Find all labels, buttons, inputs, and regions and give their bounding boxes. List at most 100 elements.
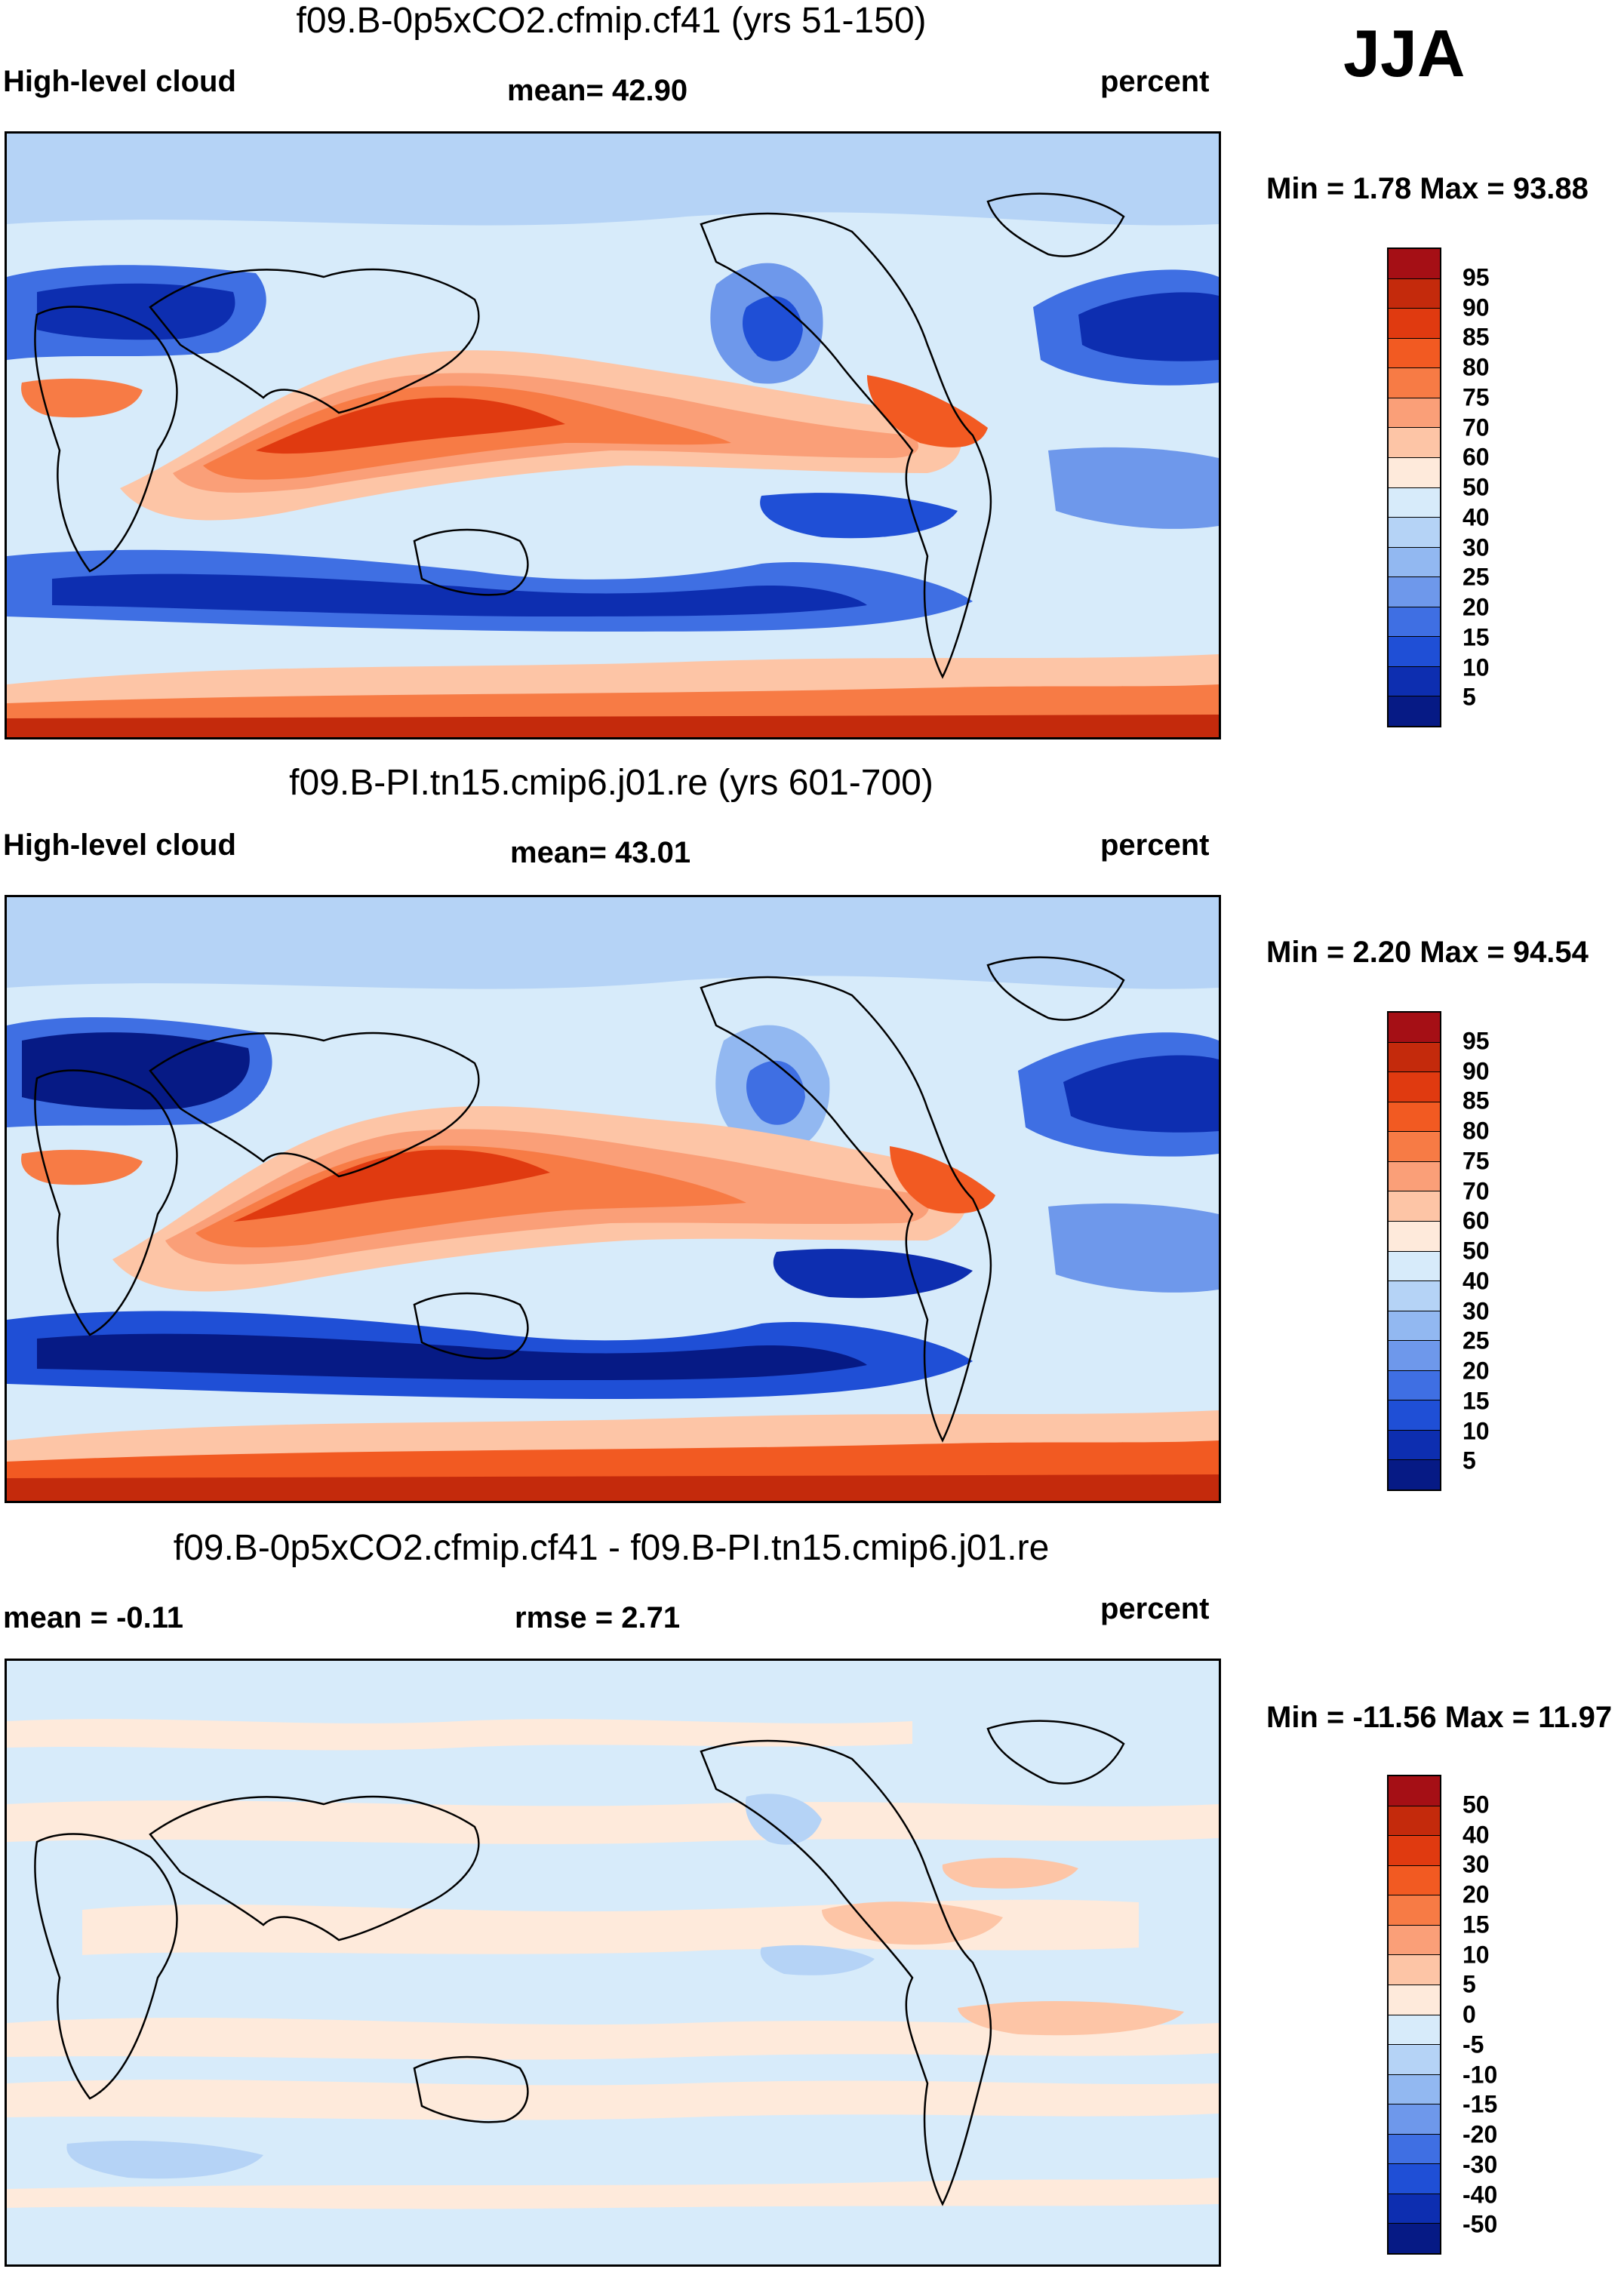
colorbar-tick-label: 5 — [1463, 1970, 1476, 1998]
colorbar-swatch — [1389, 1072, 1440, 1102]
colorbar-tick-label: -15 — [1463, 2090, 1498, 2118]
colorbar-swatch — [1389, 2045, 1440, 2075]
colorbar-swatch — [1389, 1806, 1440, 1837]
colorbar-tick-label: 10 — [1463, 1417, 1490, 1444]
panel3-units-label: percent — [1100, 1592, 1210, 1625]
colorbar-swatch — [1389, 1341, 1440, 1371]
colorbar-tick-label: 30 — [1463, 1297, 1490, 1324]
colorbar-swatch — [1389, 1925, 1440, 1956]
colorbar-swatch — [1389, 309, 1440, 339]
colorbar-tick-label: 85 — [1463, 323, 1490, 351]
colorbar-tick-label: 20 — [1463, 1357, 1490, 1385]
colorbar-tick-label: 40 — [1463, 1821, 1490, 1848]
colorbar-swatch — [1389, 1400, 1440, 1431]
colorbar-swatch — [1389, 1430, 1440, 1461]
panel3-colorbar — [1387, 1775, 1441, 2255]
colorbar-tick-label: 70 — [1463, 1177, 1490, 1204]
colorbar-tick-label: 95 — [1463, 1027, 1490, 1055]
colorbar-swatch — [1389, 1865, 1440, 1896]
colorbar-tick-label: 40 — [1463, 1267, 1490, 1295]
colorbar-swatch — [1389, 1370, 1440, 1401]
colorbar-swatch — [1389, 1836, 1440, 1866]
colorbar-swatch — [1389, 637, 1440, 667]
colorbar-swatch — [1389, 487, 1440, 518]
panel3-map — [5, 1659, 1221, 2267]
panel1-minmax: Min = 1.78 Max = 93.88 — [1266, 172, 1589, 205]
panel1-colorbar — [1387, 247, 1441, 727]
colorbar-swatch — [1389, 1132, 1440, 1162]
colorbar-tick-label: 80 — [1463, 353, 1490, 381]
colorbar-swatch — [1389, 2134, 1440, 2165]
colorbar-swatch — [1389, 666, 1440, 697]
colorbar-tick-label: 90 — [1463, 294, 1490, 321]
colorbar-swatch — [1389, 1102, 1440, 1133]
colorbar-swatch — [1389, 278, 1440, 309]
colorbar-swatch — [1389, 1221, 1440, 1252]
colorbar-tick-label: 25 — [1463, 1327, 1490, 1354]
colorbar-swatch — [1389, 2164, 1440, 2194]
colorbar-swatch — [1389, 2224, 1440, 2253]
panel1-mean-label: mean= 42.90 — [507, 74, 688, 107]
colorbar-swatch — [1389, 1985, 1440, 2015]
panel3-rmse-label: rmse = 2.71 — [515, 1601, 681, 1634]
colorbar-tick-label: 80 — [1463, 1117, 1490, 1145]
colorbar-tick-label: 90 — [1463, 1057, 1490, 1084]
colorbar-swatch — [1389, 607, 1440, 638]
panel2-colorbar — [1387, 1011, 1441, 1491]
panel3-colorbar-ticks: 50 40 30 20 15 10 5 0 -5 -10 -15 -20 -30 -40 -50 — [1463, 1775, 1530, 2255]
colorbar-tick-label: -5 — [1463, 2031, 1484, 2058]
season-label: JJA — [1343, 16, 1466, 91]
colorbar-swatch — [1389, 457, 1440, 488]
colorbar-tick-label: 5 — [1463, 1447, 1476, 1474]
colorbar-tick-label: -50 — [1463, 2210, 1498, 2238]
colorbar-tick-label: 0 — [1463, 2000, 1476, 2028]
colorbar-tick-label: 15 — [1463, 623, 1490, 651]
colorbar-tick-label: -40 — [1463, 2181, 1498, 2208]
panel2-map-svg — [7, 897, 1219, 1501]
colorbar-tick-label: 10 — [1463, 1941, 1490, 1968]
panel1-variable-label: High-level cloud — [3, 65, 236, 98]
colorbar-tick-label: -10 — [1463, 2061, 1498, 2088]
colorbar-swatch — [1389, 1191, 1440, 1222]
colorbar-swatch — [1389, 1776, 1440, 1806]
colorbar-swatch — [1389, 518, 1440, 548]
colorbar-tick-label: 30 — [1463, 533, 1490, 561]
colorbar-swatch — [1389, 398, 1440, 429]
colorbar-swatch — [1389, 1281, 1440, 1311]
colorbar-tick-label: 50 — [1463, 473, 1490, 501]
colorbar-tick-label: -20 — [1463, 2120, 1498, 2148]
panel3-mean-label: mean = -0.11 — [3, 1601, 184, 1634]
panel2-units-label: percent — [1100, 829, 1210, 862]
colorbar-swatch — [1389, 1460, 1440, 1490]
colorbar-tick-label: 5 — [1463, 683, 1476, 711]
colorbar-tick-label: 75 — [1463, 1147, 1490, 1175]
colorbar-swatch — [1389, 547, 1440, 578]
panel2-map — [5, 895, 1221, 1503]
colorbar-swatch — [1389, 577, 1440, 607]
colorbar-swatch — [1389, 1895, 1440, 1926]
colorbar-swatch — [1389, 1161, 1440, 1192]
colorbar-tick-label: 15 — [1463, 1911, 1490, 1938]
colorbar-tick-label: 25 — [1463, 563, 1490, 591]
colorbar-tick-label: 30 — [1463, 1850, 1490, 1878]
colorbar-swatch — [1389, 1955, 1440, 1985]
colorbar-tick-label: 40 — [1463, 503, 1490, 531]
colorbar-swatch — [1389, 1042, 1440, 1073]
colorbar-swatch — [1389, 368, 1440, 398]
colorbar-tick-label: 60 — [1463, 1207, 1490, 1234]
colorbar-swatch — [1389, 1251, 1440, 1282]
colorbar-swatch — [1389, 2015, 1440, 2046]
colorbar-tick-label: 60 — [1463, 443, 1490, 471]
colorbar-tick-label: -30 — [1463, 2151, 1498, 2178]
panel1-colorbar-ticks: 95 90 85 80 75 70 60 50 40 30 25 20 15 10 5 — [1463, 247, 1530, 727]
panel2-colorbar-ticks: 95 90 85 80 75 70 60 50 40 30 25 20 15 10 5 — [1463, 1011, 1530, 1491]
colorbar-swatch — [1389, 249, 1440, 279]
panel2-variable-label: High-level cloud — [3, 829, 236, 862]
colorbar-tick-label: 85 — [1463, 1087, 1490, 1114]
colorbar-tick-label: 50 — [1463, 1791, 1490, 1819]
colorbar-tick-label: 20 — [1463, 593, 1490, 621]
colorbar-tick-label: 20 — [1463, 1880, 1490, 1908]
colorbar-swatch — [1389, 696, 1440, 726]
panel2-minmax: Min = 2.20 Max = 94.54 — [1266, 936, 1589, 969]
colorbar-tick-label: 15 — [1463, 1387, 1490, 1415]
